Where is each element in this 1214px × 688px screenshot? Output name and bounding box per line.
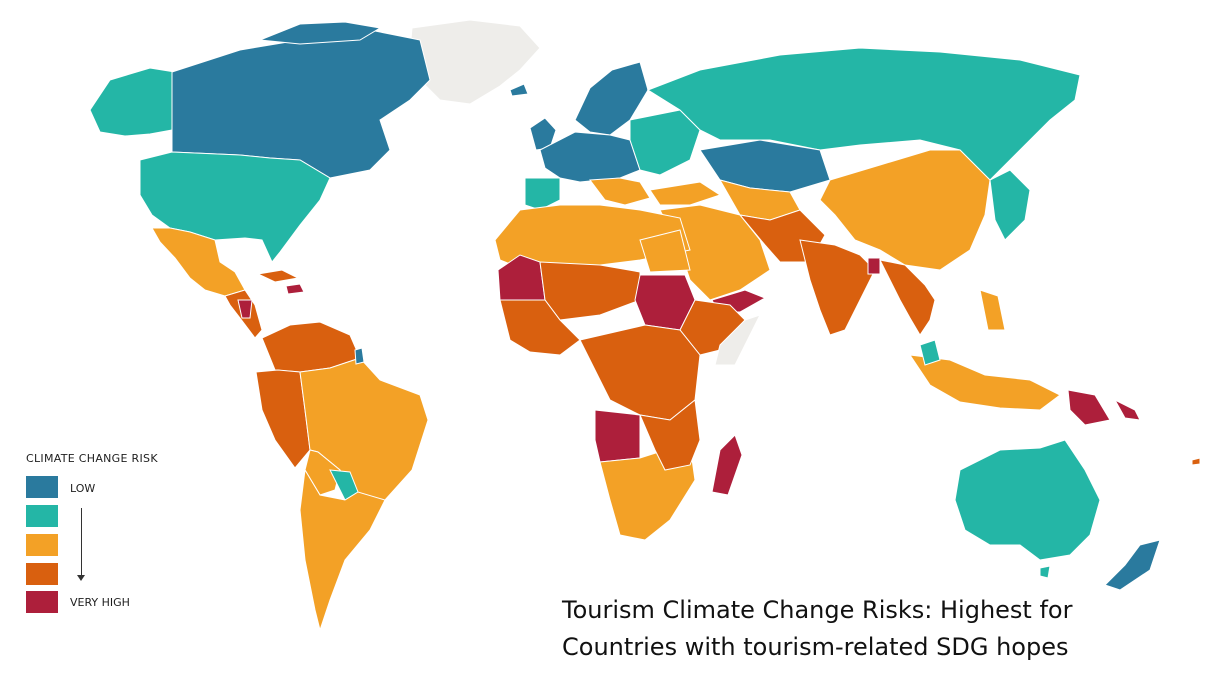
philippines xyxy=(979,289,1006,331)
india xyxy=(799,239,876,336)
legend-swatch-level-4 xyxy=(26,563,58,585)
argentina-chile xyxy=(299,468,386,632)
honduras-nicaragua xyxy=(237,299,253,319)
pacific-islet xyxy=(1191,457,1201,466)
russia xyxy=(646,47,1081,181)
haiti-dr xyxy=(285,283,305,295)
turkey-caucasus xyxy=(649,181,722,206)
caption-line-1: Tourism Climate Change Risks: Highest fo… xyxy=(562,596,1073,624)
south-america-region xyxy=(255,321,429,632)
legend-swatch-very-high xyxy=(26,591,58,613)
legend-arrow-line xyxy=(81,508,82,578)
legend-label-low: LOW xyxy=(70,482,96,495)
iceland xyxy=(509,83,529,97)
asia-region xyxy=(646,47,1111,426)
legend-label-very-high: VERY HIGH xyxy=(70,596,130,609)
italy-balkans xyxy=(589,177,651,206)
iberia xyxy=(524,177,561,211)
cuba xyxy=(256,269,300,283)
angola xyxy=(594,409,641,463)
north-america-region xyxy=(89,21,431,339)
legend-swatch-level-3 xyxy=(26,534,58,556)
sahel xyxy=(539,261,641,321)
alaska xyxy=(89,67,176,137)
map-caption: Tourism Climate Change Risks: Highest fo… xyxy=(562,592,1162,666)
new-zealand xyxy=(1104,539,1161,591)
madagascar xyxy=(711,434,743,496)
legend-arrow-down-icon xyxy=(77,575,85,581)
malaysia xyxy=(919,339,941,366)
western-europe xyxy=(539,131,641,183)
usa xyxy=(139,151,331,263)
tasmania xyxy=(1039,565,1051,579)
korea-japan xyxy=(989,169,1031,241)
uk-ireland xyxy=(529,117,557,151)
oceania-region xyxy=(954,398,1201,591)
guiana xyxy=(354,347,365,365)
papua-new-guinea xyxy=(1067,389,1111,426)
bangladesh xyxy=(867,257,881,275)
legend-title: CLIMATE CHANGE RISK xyxy=(26,452,158,465)
africa-region xyxy=(494,204,761,541)
mozambique-zambia xyxy=(639,399,701,471)
solomon-islands xyxy=(1113,398,1141,421)
legend-swatch-level-2 xyxy=(26,505,58,527)
central-africa xyxy=(579,324,701,421)
china xyxy=(819,149,991,271)
caption-line-2: Countries with tourism-related SDG hopes xyxy=(562,633,1069,661)
map-legend: CLIMATE CHANGE RISK LOW VERY HIGH xyxy=(26,452,226,613)
west-africa xyxy=(499,299,581,356)
australia xyxy=(954,439,1101,561)
southeast-asia xyxy=(879,259,936,336)
egypt xyxy=(639,229,691,273)
indonesia xyxy=(908,354,1061,411)
canada-arctic-islands xyxy=(259,21,382,45)
somalia xyxy=(714,314,761,366)
europe-region xyxy=(509,61,701,211)
legend-swatch-low xyxy=(26,476,58,498)
